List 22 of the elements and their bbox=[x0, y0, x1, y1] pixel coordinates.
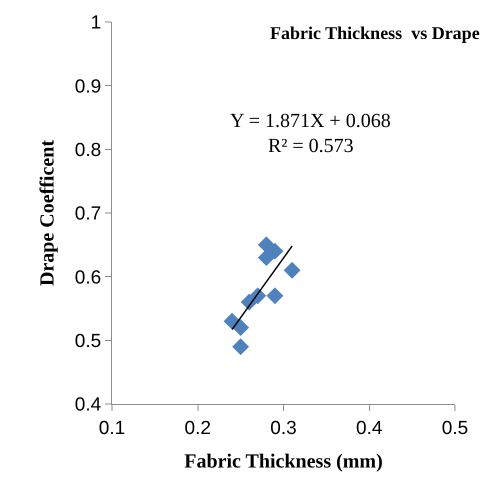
y-tick-label: 1 bbox=[90, 12, 102, 34]
annotation: Y = 1.871X + 0.068 bbox=[230, 110, 391, 132]
x-tick-label: 0.5 bbox=[442, 418, 468, 439]
y-axis-title: Drape Coefficent bbox=[36, 140, 58, 286]
x-tick-label: 0.1 bbox=[98, 418, 126, 439]
y-tick-label: 0.8 bbox=[74, 140, 102, 161]
y-tick-label: 0.7 bbox=[74, 204, 102, 225]
point bbox=[284, 262, 301, 279]
y-tick-label: 0.9 bbox=[74, 76, 102, 98]
y-tick-label: 0.5 bbox=[74, 330, 102, 352]
y-tick-label: 0.6 bbox=[74, 267, 102, 288]
x-tick-label: 0.2 bbox=[184, 418, 211, 439]
annotation: R² = 0.573 bbox=[268, 135, 354, 157]
y-tick-label: 0.4 bbox=[74, 394, 102, 416]
point bbox=[258, 249, 275, 266]
point bbox=[232, 338, 250, 356]
x-tick-label: 0.3 bbox=[270, 418, 297, 439]
chart-title: Fabric Thickness vs Drape bbox=[270, 23, 480, 43]
x-axis-title: Fabric Thickness (mm) bbox=[184, 450, 383, 472]
point bbox=[266, 287, 284, 304]
x-tick-label: 0.4 bbox=[356, 418, 383, 439]
point bbox=[232, 319, 250, 336]
